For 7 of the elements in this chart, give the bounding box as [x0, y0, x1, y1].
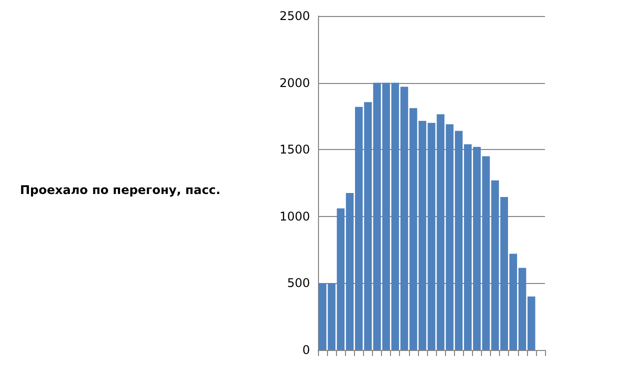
y-tick-label: 2500 — [279, 9, 310, 23]
y-tick-label: 0 — [302, 343, 310, 357]
y-tick-label: 1000 — [279, 209, 310, 224]
y-tick-label: 2000 — [279, 76, 310, 90]
y-tick-label: 1500 — [279, 142, 310, 157]
y-axis-title: Проехало по перегону, пасс. — [20, 183, 220, 197]
y-tick-label: 500 — [287, 276, 310, 290]
